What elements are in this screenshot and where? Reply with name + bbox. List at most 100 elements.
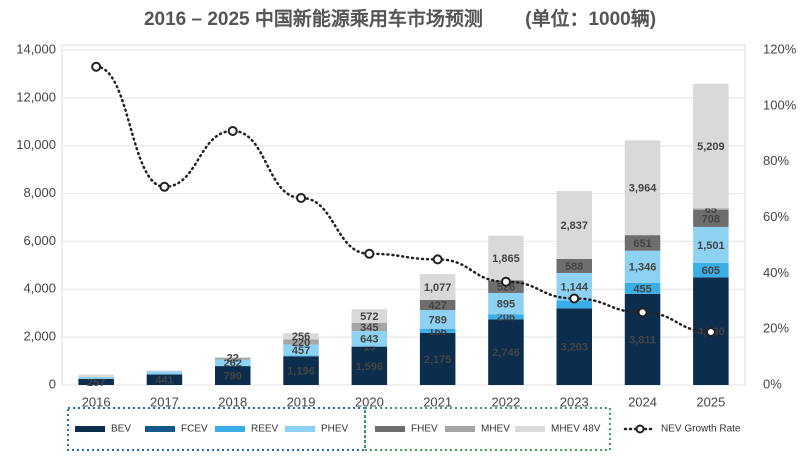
bar-segment [146, 374, 183, 385]
legend-label: FCEV [181, 424, 208, 435]
bar-segment [693, 209, 729, 227]
bar-segment [283, 333, 319, 340]
y2-tick-label: 60% [763, 209, 789, 224]
data-label: 572 [360, 311, 378, 323]
bar-segment [419, 274, 456, 300]
bar-segment [624, 140, 661, 236]
legend-marker [635, 424, 645, 434]
bar-segment [351, 346, 388, 385]
data-label: 2,837 [560, 220, 588, 232]
x-tick-label: 2018 [218, 394, 247, 409]
data-label: 256 [292, 331, 310, 343]
y-tick-label: 14,000 [16, 41, 56, 56]
y-tick-label: 8,000 [23, 185, 56, 200]
bar-segment [419, 310, 456, 329]
legend-label: FHEV [411, 424, 438, 435]
bar-segment [283, 344, 319, 356]
y-tick-label: 2,000 [23, 329, 56, 344]
x-tick-label: 2023 [560, 394, 589, 409]
data-label: 651 [633, 238, 651, 250]
bar-segment [283, 339, 319, 345]
legend-swatch [215, 426, 245, 432]
bar-segment [556, 191, 593, 259]
bar-segment [693, 226, 729, 263]
y2-tick-label: 20% [763, 321, 789, 336]
data-label: 588 [565, 261, 583, 273]
bar-segment [78, 378, 114, 385]
bar-segment [419, 299, 456, 311]
bar-segment [693, 208, 729, 210]
growth-line [94, 65, 713, 334]
bar-segment [419, 332, 456, 385]
x-tick-label: 2020 [355, 394, 384, 409]
legend-swatch [75, 426, 105, 432]
bar-segment [146, 370, 183, 372]
bar-segment [556, 308, 593, 385]
data-label: 220 [292, 337, 310, 349]
data-label: 895 [497, 299, 515, 311]
growth-marker [296, 192, 307, 203]
data-label: 1,346 [629, 262, 657, 274]
bar-segment [351, 322, 388, 332]
x-tick-label: 2021 [423, 394, 452, 409]
legend-box-nev [67, 407, 366, 451]
data-label: 2,175 [424, 354, 452, 366]
growth-marker [569, 293, 580, 304]
growth-marker [227, 125, 238, 136]
bar-segment [488, 319, 524, 385]
x-tick-label: 2016 [82, 394, 111, 409]
data-label: 457 [292, 345, 310, 357]
x-tick-label: 2017 [150, 394, 179, 409]
bar-segment [556, 300, 593, 309]
bar-segment [488, 235, 524, 281]
data-label: 1,077 [424, 282, 452, 294]
bar-segment [693, 83, 729, 209]
data-label: 2,746 [492, 347, 520, 359]
data-label: 427 [428, 300, 446, 312]
data-label: 1,865 [492, 253, 520, 265]
data-label: 605 [702, 265, 720, 277]
data-label: 5,209 [697, 141, 725, 153]
data-label: 790 [224, 370, 242, 382]
bar-segment [214, 359, 251, 366]
bar-segment [283, 356, 319, 385]
bar-segment [556, 258, 593, 274]
data-label: 3,964 [629, 183, 657, 195]
data-label: 1,596 [356, 361, 384, 373]
bar-segment [78, 376, 114, 379]
bar-segment [624, 282, 661, 294]
data-label: 1,196 [287, 366, 315, 378]
bar-segment [351, 331, 388, 347]
data-label: 789 [428, 314, 446, 326]
x-tick-label: 2025 [696, 394, 725, 409]
legend-label: MHEV [481, 424, 510, 435]
data-label: 3,203 [560, 342, 588, 354]
bar-segment [214, 357, 251, 360]
y2-tick-label: 100% [763, 97, 797, 112]
y2-tick-label: 120% [763, 41, 797, 56]
x-tick-label: 2024 [628, 394, 657, 409]
legend-swatch [285, 426, 315, 432]
bar-segment [419, 328, 456, 333]
data-label: 455 [633, 283, 651, 295]
y-tick-label: 0 [49, 376, 56, 391]
growth-marker [432, 254, 443, 265]
growth-marker [637, 307, 648, 318]
growth-marker [91, 61, 102, 72]
y-tick-label: 12,000 [16, 89, 56, 104]
legend-label: MHEV 48V [551, 424, 601, 435]
legend-label: BEV [111, 424, 131, 435]
legend-swatch [515, 426, 545, 432]
data-label: 643 [360, 334, 378, 346]
y-tick-label: 10,000 [16, 137, 56, 152]
data-label: 262 [224, 358, 242, 370]
y-tick-label: 4,000 [23, 281, 56, 296]
growth-marker [705, 326, 716, 337]
y2-tick-label: 40% [763, 265, 789, 280]
bar-segment [488, 314, 524, 320]
growth-marker [364, 248, 375, 259]
bar-segment [693, 262, 729, 278]
legend-box-hev [364, 407, 611, 451]
y2-tick-label: 0% [763, 376, 782, 391]
